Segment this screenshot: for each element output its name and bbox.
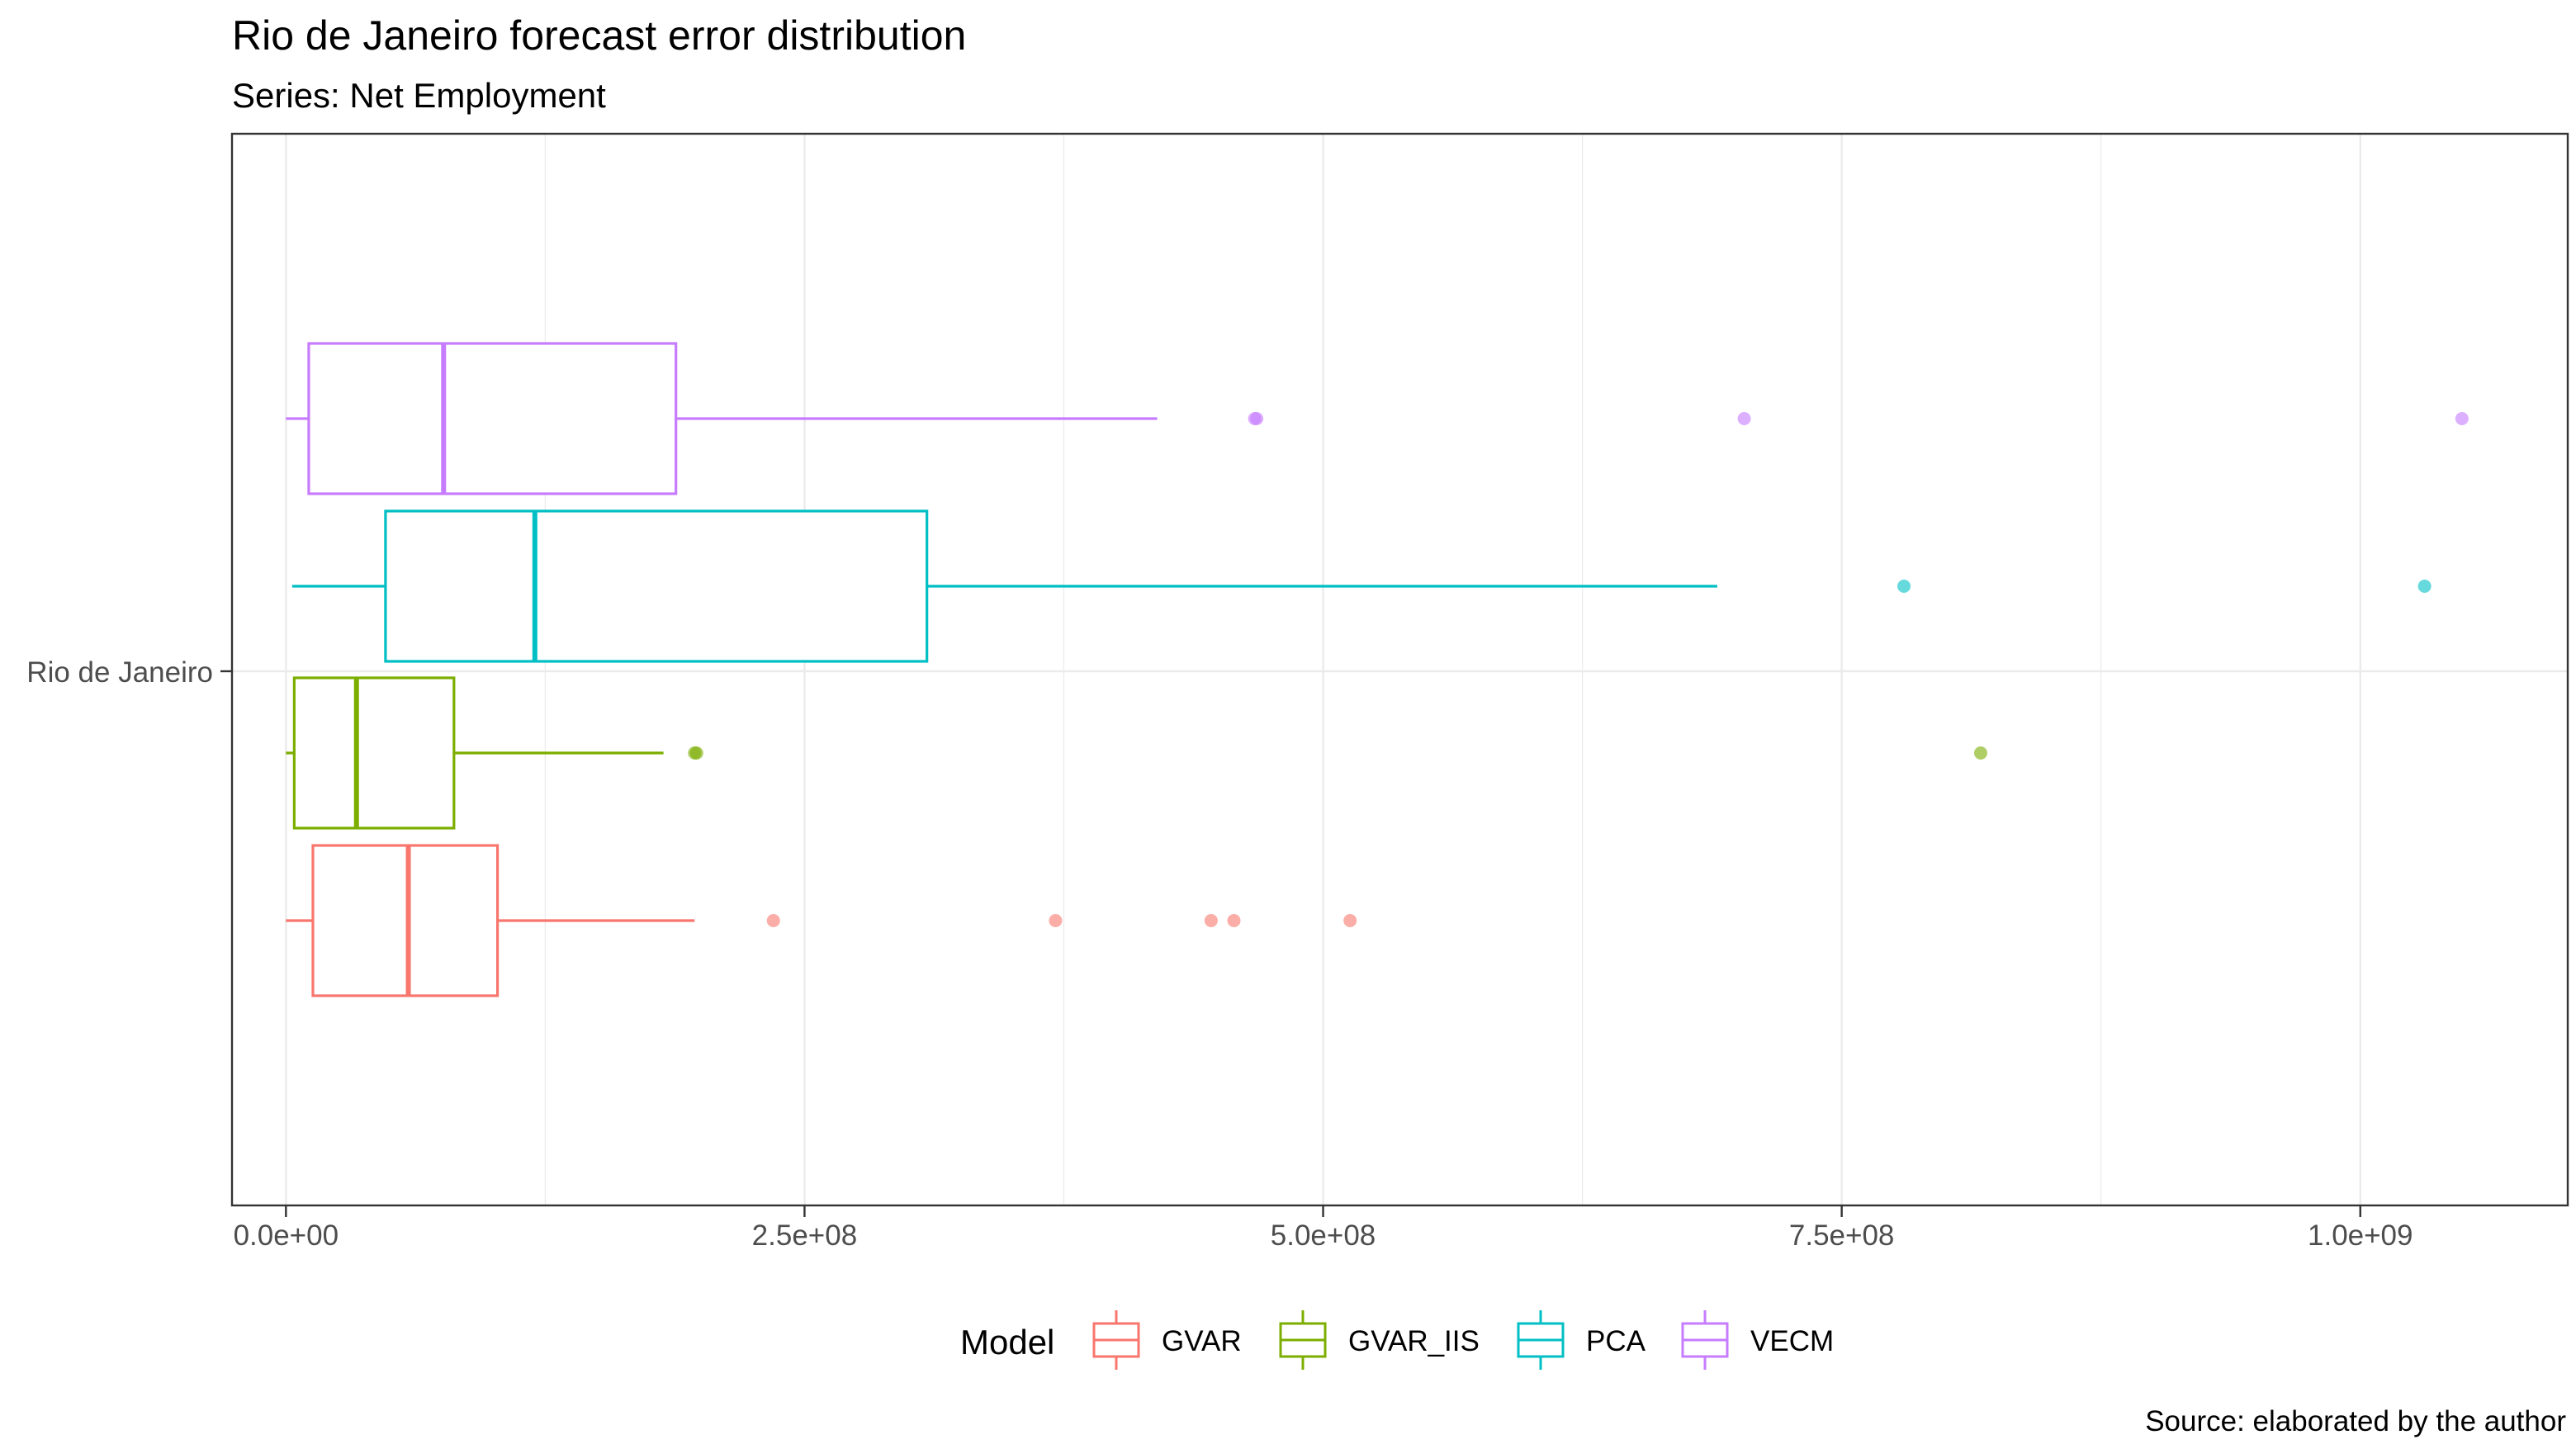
- legend-key-gvar: [1092, 1310, 1140, 1370]
- chart-title: Rio de Janeiro forecast error distributi…: [232, 12, 966, 59]
- box: [292, 676, 456, 830]
- boxplot-gvar: [286, 844, 1357, 997]
- legend-label: GVAR: [1162, 1325, 1242, 1357]
- chart-subtitle: Series: Net Employment: [232, 76, 606, 115]
- boxplot-vecm: [286, 342, 2469, 495]
- x-axis-tick-label: 7.5e+08: [1789, 1219, 1895, 1252]
- legend-key-gvar-iis: [1279, 1310, 1327, 1370]
- legend: Model GVAR GVAR_IIS PCA VECM: [960, 1310, 1834, 1370]
- legend-title: Model: [960, 1323, 1054, 1361]
- legend-key-pca: [1517, 1310, 1565, 1370]
- legend-label: PCA: [1586, 1325, 1646, 1357]
- boxplot-pca: [291, 509, 2432, 663]
- y-axis-category-label: Rio de Janeiro: [26, 656, 213, 689]
- outlier-point: [1897, 580, 1911, 593]
- plot-panel-border: [230, 132, 2569, 1207]
- outlier-point: [1973, 746, 1987, 760]
- box: [384, 509, 929, 663]
- box: [307, 342, 678, 495]
- legend-label: VECM: [1750, 1325, 1834, 1357]
- x-axis-tick-label: 5.0e+08: [1271, 1219, 1376, 1252]
- outlier-point: [1250, 412, 1264, 425]
- boxplots: [286, 342, 2469, 997]
- x-axis-tick-label: 1.0e+09: [2308, 1219, 2413, 1252]
- x-axis-tick-label: 0.0e+00: [234, 1219, 339, 1252]
- outlier-point: [1343, 914, 1357, 927]
- grid-lines: [232, 134, 2568, 1205]
- outlier-point: [2417, 580, 2432, 593]
- outlier-point: [1737, 412, 1751, 425]
- outlier-point: [1227, 914, 1241, 927]
- box: [311, 844, 500, 997]
- outlier-point: [2455, 412, 2469, 425]
- outlier-point: [1204, 914, 1218, 927]
- legend-key-vecm: [1681, 1310, 1729, 1370]
- boxplot-gvar-iis: [286, 676, 1987, 830]
- chart-caption: Source: elaborated by the author: [2145, 1405, 2566, 1437]
- x-axis-tick-label: 2.5e+08: [752, 1219, 858, 1252]
- axes: Rio de Janeiro 0.0e+00 2.5e+08 5.0e+08 7.5e…: [26, 656, 2413, 1252]
- outlier-point: [1049, 914, 1063, 927]
- outlier-point: [689, 746, 703, 760]
- outlier-point: [766, 914, 780, 927]
- legend-label: GVAR_IIS: [1348, 1325, 1480, 1357]
